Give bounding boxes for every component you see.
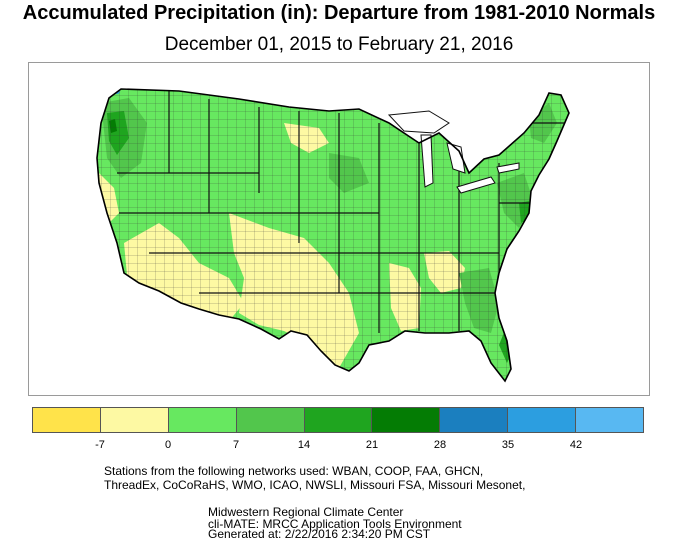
app-name: cli-MATE: MRCC Application Tools Environ… bbox=[208, 517, 462, 531]
networks-line-1: Stations from the following networks use… bbox=[104, 464, 484, 478]
map-fill-group bbox=[97, 89, 569, 381]
map-subtitle: December 01, 2015 to February 21, 2016 bbox=[164, 34, 514, 55]
networks-line-2: ThreadEx, CoCoRaHS, WMO, ICAO, NWSLI, Mi… bbox=[104, 478, 526, 492]
legend-swatch-7 bbox=[508, 408, 577, 432]
map-title: Accumulated Precipitation (in): Departur… bbox=[22, 2, 656, 24]
legend-swatch-5 bbox=[372, 408, 441, 432]
us-outline bbox=[96, 88, 570, 383]
legend-tick-label: 42 bbox=[569, 439, 583, 451]
lake-erie bbox=[456, 176, 496, 194]
legend-swatch-1 bbox=[100, 408, 169, 432]
lake-ontario bbox=[496, 162, 520, 174]
legend-tick-label: 28 bbox=[433, 439, 447, 451]
legend-swatch-3 bbox=[236, 408, 305, 432]
us-precip-map bbox=[96, 88, 570, 383]
lake-huron bbox=[446, 142, 466, 174]
legend-swatch-0 bbox=[33, 408, 101, 432]
legend-swatch-4 bbox=[304, 408, 373, 432]
map-frame bbox=[28, 62, 650, 396]
legend-tick-label: 21 bbox=[365, 439, 379, 451]
lake-michigan bbox=[420, 134, 434, 188]
legend-tick-label: -7 bbox=[95, 439, 105, 451]
color-legend bbox=[32, 407, 644, 433]
legend-tick-label: 0 bbox=[164, 439, 172, 451]
legend-tick-label: 35 bbox=[501, 439, 515, 451]
org-name: Midwestern Regional Climate Center bbox=[208, 505, 404, 519]
legend-swatch-6 bbox=[440, 408, 509, 432]
legend-tick-label: 14 bbox=[297, 439, 311, 451]
lake-superior bbox=[387, 110, 450, 134]
legend-swatch-8 bbox=[576, 408, 644, 432]
generated-time: Generated at: 2/22/2016 2:34:20 PM CST bbox=[208, 527, 431, 541]
legend-swatch-2 bbox=[168, 408, 237, 432]
legend-tick-label: 7 bbox=[232, 439, 240, 451]
